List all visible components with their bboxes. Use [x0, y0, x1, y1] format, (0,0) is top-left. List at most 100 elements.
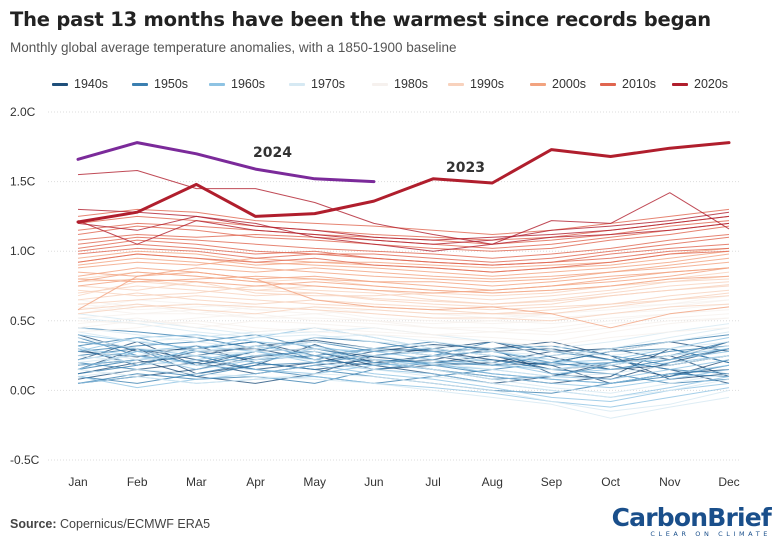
legend-item-1990s: 1990s — [448, 77, 504, 91]
legend-swatch — [530, 82, 546, 86]
x-tick-label: Dec — [718, 475, 739, 489]
logo-tagline: CLEAR ON CLIMATE — [650, 530, 771, 538]
legend-label: 1950s — [154, 77, 189, 91]
series-line-1970s — [77, 369, 730, 419]
series-line-1960s — [77, 348, 730, 370]
series-line-2000s — [77, 275, 730, 294]
y-tick-label: 0.5C — [10, 314, 36, 328]
series-line-1990s — [77, 295, 730, 315]
legend-swatch — [209, 82, 225, 86]
x-tick-label: Nov — [659, 475, 680, 489]
legend-label: 2010s — [622, 77, 657, 91]
series-line-1980s — [77, 317, 730, 336]
series-line-1970s — [77, 369, 730, 412]
series-line-2010s — [77, 247, 730, 266]
series-line-2020s — [77, 208, 730, 252]
series-line-1990s — [77, 289, 730, 311]
legend-item-2010s: 2010s — [600, 77, 656, 91]
legend-label: 1990s — [470, 77, 505, 91]
x-tick-label: Jul — [425, 475, 440, 489]
series-line-1970s — [77, 317, 730, 357]
source-label: Source: — [10, 517, 57, 531]
series-line-2010s — [77, 234, 730, 259]
series-line-2000s — [77, 250, 730, 273]
series-line-1990s — [77, 303, 730, 322]
series-line-2010s — [77, 236, 730, 263]
legend-label: 2020s — [694, 77, 729, 91]
series-line-2000s — [77, 267, 730, 287]
legend-label: 2000s — [552, 77, 587, 91]
series-line-1990s — [77, 281, 730, 305]
series-line-2020s — [77, 211, 730, 245]
series-line-1990s — [77, 281, 730, 305]
source-note: Source: Copernicus/ECMWF ERA5 — [10, 517, 210, 531]
y-tick-label: 1.5C — [10, 175, 36, 189]
chart-subtitle: Monthly global average temperature anoma… — [10, 40, 457, 55]
legend-item-2020s: 2020s — [672, 77, 728, 91]
legend: 1940s 1950s 1960s 1970s 1980s 1990s 2000s 2010s… — [52, 77, 772, 97]
series-line-2000s — [77, 247, 730, 269]
legend-item-1980s: 1980s — [372, 77, 428, 91]
y-tick-label: -0.5C — [10, 453, 40, 467]
series-line-1980s — [77, 320, 730, 347]
series-line-2024 — [76, 141, 376, 184]
y-tick-label: 1.0C — [10, 244, 36, 258]
x-tick-label: Oct — [601, 475, 620, 489]
series-line-1960s — [77, 341, 730, 380]
legend-swatch — [600, 82, 616, 86]
legend-swatch — [289, 82, 305, 86]
legend-item-1940s: 1940s — [52, 77, 108, 91]
legend-label: 1940s — [74, 77, 109, 91]
x-tick-label: Apr — [246, 475, 265, 489]
series-line-1970s — [77, 334, 730, 357]
legend-item-1960s: 1960s — [209, 77, 265, 91]
x-tick-label: Mar — [186, 475, 207, 489]
series-line-2000s — [77, 261, 730, 280]
series-line-1950s — [77, 327, 730, 366]
series-line-1980s — [77, 317, 730, 343]
series-line-2010s — [77, 250, 730, 273]
series-line-1980s — [77, 313, 730, 333]
logo-wordmark: CarbonBrief — [611, 503, 772, 532]
series-line-1980s — [77, 309, 730, 325]
series-line-1950s — [77, 334, 730, 366]
series-line-1940s — [77, 341, 730, 380]
series-line-1970s — [77, 350, 730, 394]
x-tick-label: May — [303, 475, 326, 489]
series-line-2010s — [77, 208, 730, 235]
series-line-1980s — [77, 306, 730, 333]
legend-label: 1970s — [311, 77, 346, 91]
y-tick-label: 0.0C — [10, 383, 36, 397]
x-tick-label: Jun — [364, 475, 383, 489]
series-line-1960s — [77, 334, 730, 375]
chart-title: The past 13 months have been the warmest… — [10, 8, 711, 31]
legend-swatch — [672, 82, 688, 86]
series-line-2000s — [77, 271, 730, 329]
legend-item-1950s: 1950s — [132, 77, 188, 91]
series-line-2000s — [77, 267, 730, 291]
series-line-1970s — [77, 348, 730, 377]
series-line-2010s — [77, 225, 730, 252]
x-tick-label: Jan — [68, 475, 87, 489]
x-tick-label: Aug — [482, 475, 503, 489]
series-line-1960s — [77, 364, 730, 402]
legend-swatch — [52, 82, 68, 86]
y-tick-label: 2.0C — [10, 105, 36, 119]
series-line-1980s — [77, 295, 730, 319]
annotation-2023: 2023 — [446, 160, 485, 176]
series-line-1950s — [77, 337, 730, 366]
legend-item-2000s: 2000s — [530, 77, 586, 91]
carbonbrief-logo: CarbonBrief CLEAR ON CLIMATE — [611, 503, 772, 539]
series-line-1960s — [77, 350, 730, 384]
source-text: Copernicus/ECMWF ERA5 — [60, 517, 211, 531]
series-line-2000s — [77, 267, 730, 294]
legend-swatch — [448, 82, 464, 86]
legend-label: 1960s — [231, 77, 266, 91]
x-tick-label: Feb — [127, 475, 148, 489]
series-line-1970s — [77, 327, 730, 370]
series-line-1960s — [77, 345, 730, 389]
legend-item-1970s: 1970s — [289, 77, 345, 91]
series-line-2020s — [77, 215, 730, 241]
